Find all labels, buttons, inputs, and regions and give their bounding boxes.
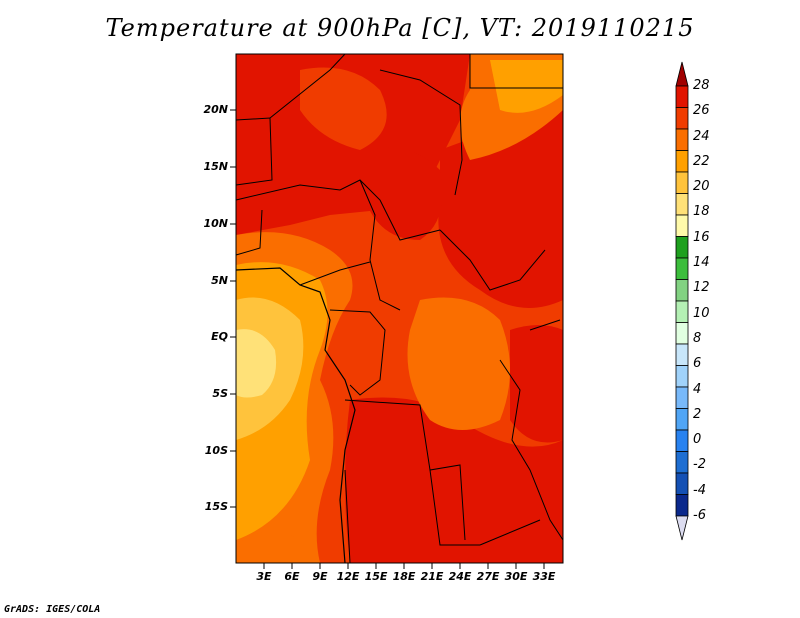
lat-label: 15S (204, 500, 228, 513)
lon-label: 21E (420, 570, 444, 583)
colorbar-swatch (675, 322, 689, 345)
colorbar-swatch (675, 193, 689, 216)
lon-label: 3E (256, 570, 272, 583)
map-title: Temperature at 900hPa [C], VT: 201911021… (105, 14, 695, 42)
colorbar-swatch (675, 279, 689, 302)
colorbar-tick-label: 10 (693, 305, 710, 321)
colorbar-swatch (675, 85, 689, 108)
colorbar-swatch (675, 451, 689, 474)
colorbar-tick-label: -6 (693, 508, 706, 523)
lon-label: 12E (336, 570, 360, 583)
colorbar-swatch (675, 300, 689, 323)
colorbar-bottom-arrow (675, 515, 689, 541)
axis-ticks (230, 109, 545, 569)
colorbar-swatch (675, 257, 689, 280)
colorbar-top-arrow (675, 61, 689, 87)
lon-label: 6E (284, 570, 300, 583)
credit-text: GrADS: IGES/COLA (4, 604, 101, 615)
temperature-field (236, 54, 563, 563)
colorbar-tick-label: 4 (693, 381, 702, 397)
colorbar-swatch (675, 429, 689, 452)
colorbar-swatch (675, 408, 689, 431)
colorbar-swatch (675, 171, 689, 194)
lon-label: 24E (448, 570, 472, 583)
lon-label: 18E (392, 570, 416, 583)
colorbar-tick-label: -2 (693, 457, 706, 473)
lon-label: 30E (504, 570, 528, 583)
colorbar-swatch (675, 472, 689, 495)
colorbar-tick-label: 22 (693, 153, 710, 169)
colorbar-tick-label: 28 (693, 78, 710, 93)
colorbar-swatch (675, 386, 689, 409)
coastline (235, 267, 356, 564)
lat-label: 5N (211, 274, 228, 287)
lat-label: 10N (203, 217, 228, 230)
colorbar-tick-label: 0 (693, 432, 702, 448)
colorbar-swatch (675, 128, 689, 151)
lon-label: 9E (312, 570, 328, 583)
colorbar-swatch (675, 107, 689, 130)
colorbar-tick-label: 8 (693, 330, 702, 346)
colorbar-swatch (675, 214, 689, 237)
lon-label: 15E (364, 570, 388, 583)
colorbar-tick-label: 20 (693, 179, 710, 195)
colorbar-swatch (675, 343, 689, 366)
lat-label: 15N (203, 160, 228, 173)
lon-label: 27E (476, 570, 500, 583)
colorbar-tick-label: 2 (693, 406, 702, 422)
colorbar-tick-label: 24 (693, 128, 710, 144)
colorbar-tick-label: 12 (693, 280, 710, 296)
lon-label: 33E (532, 570, 556, 583)
colorbar-tick-label: 14 (693, 255, 710, 271)
colorbar-tick-label: -4 (693, 482, 706, 498)
colorbar-swatch (675, 150, 689, 173)
lat-label: 20N (203, 103, 228, 116)
colorbar-tick-label: 18 (693, 204, 710, 220)
colorbar-tick-label: 16 (693, 229, 710, 245)
country-borders (235, 53, 564, 564)
colorbar-tick-label: 26 (693, 103, 710, 119)
colorbar-swatch (675, 236, 689, 259)
colorbar-swatch (675, 365, 689, 388)
colorbar (675, 61, 689, 541)
map-frame (235, 53, 564, 564)
lat-label: 10S (204, 444, 228, 457)
colorbar-swatch (675, 494, 689, 517)
lat-label: EQ (211, 330, 228, 343)
lat-label: 5S (212, 387, 228, 400)
colorbar-tick-label: 6 (693, 356, 702, 372)
